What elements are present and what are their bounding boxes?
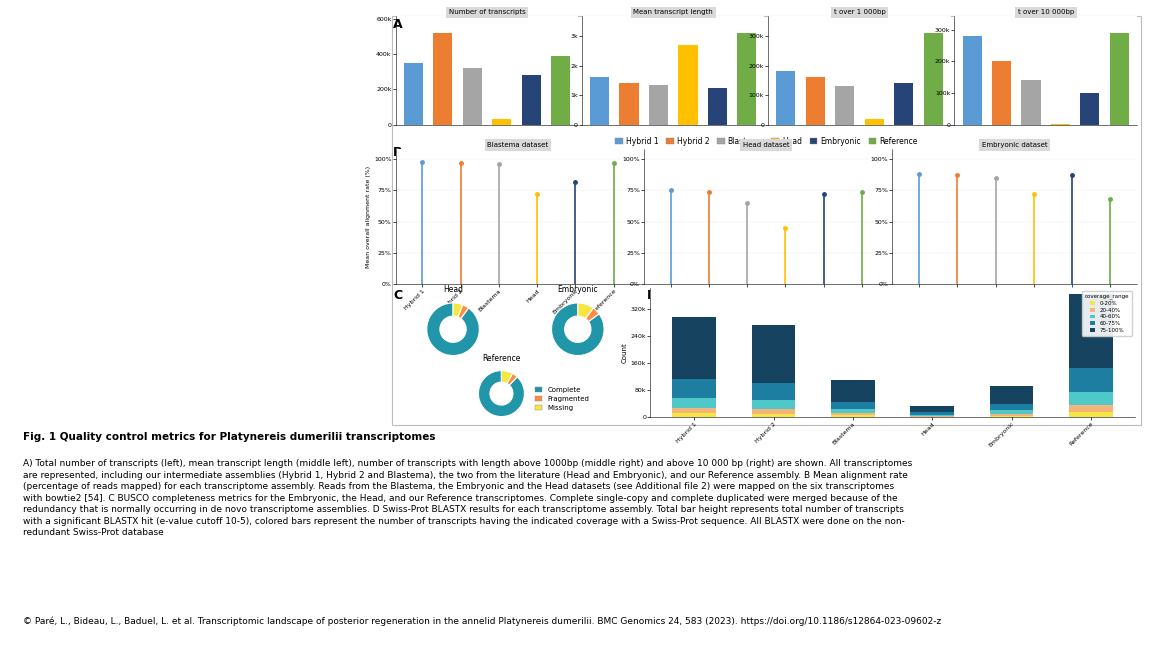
Bar bbox=[963, 36, 982, 125]
Bar bbox=[751, 384, 796, 400]
Bar bbox=[673, 413, 716, 417]
Bar bbox=[990, 404, 1033, 410]
Bar bbox=[751, 400, 796, 409]
Bar bbox=[992, 61, 1011, 125]
Title: t over 10 000bp: t over 10 000bp bbox=[1018, 9, 1074, 15]
Text: A: A bbox=[393, 18, 402, 31]
Bar bbox=[1069, 295, 1113, 368]
Bar bbox=[831, 402, 875, 409]
Title: Mean transcript length: Mean transcript length bbox=[633, 9, 713, 15]
Bar bbox=[551, 56, 570, 125]
Bar bbox=[1021, 80, 1040, 125]
Bar bbox=[990, 410, 1033, 414]
Y-axis label: Mean overall alignment rate (%): Mean overall alignment rate (%) bbox=[366, 165, 371, 268]
Bar bbox=[673, 398, 716, 408]
Title: Head dataset: Head dataset bbox=[743, 142, 790, 148]
Bar bbox=[679, 45, 697, 125]
Wedge shape bbox=[427, 303, 480, 355]
Wedge shape bbox=[453, 303, 462, 317]
Legend: 0-20%, 20-40%, 40-60%, 60-75%, 75-100%: 0-20%, 20-40%, 40-60%, 60-75%, 75-100% bbox=[1082, 291, 1133, 335]
Bar bbox=[835, 86, 854, 125]
Text: C: C bbox=[393, 289, 402, 302]
Title: Number of transcripts: Number of transcripts bbox=[448, 9, 525, 15]
Title: Embryonic: Embryonic bbox=[557, 285, 598, 294]
Bar bbox=[1069, 368, 1113, 391]
Wedge shape bbox=[551, 303, 604, 355]
Bar bbox=[404, 63, 422, 125]
Wedge shape bbox=[585, 308, 599, 322]
Bar bbox=[673, 317, 716, 380]
Legend: Complete, Fragmented, Missing: Complete, Fragmented, Missing bbox=[536, 387, 590, 411]
Bar bbox=[1069, 412, 1113, 417]
Bar bbox=[923, 33, 943, 125]
Bar bbox=[777, 71, 796, 125]
Wedge shape bbox=[479, 370, 524, 416]
Text: © Paré, L., Bideau, L., Baduel, L. et al. Transcriptomic landscape of posterior : © Paré, L., Bideau, L., Baduel, L. et al… bbox=[23, 616, 942, 625]
Bar bbox=[990, 414, 1033, 416]
Bar bbox=[831, 413, 875, 415]
Bar bbox=[806, 77, 825, 125]
Bar bbox=[751, 409, 796, 414]
Wedge shape bbox=[507, 374, 517, 386]
Legend: Hybrid 1, Hybrid 2, Blastema, Head, Embryonic, Reference: Hybrid 1, Hybrid 2, Blastema, Head, Embr… bbox=[615, 136, 917, 146]
Bar bbox=[831, 415, 875, 417]
Title: Blastema dataset: Blastema dataset bbox=[488, 142, 549, 148]
Bar bbox=[1110, 33, 1129, 125]
Text: Fig. 1 Quality control metrics for Platynereis dumerilii transcriptomes: Fig. 1 Quality control metrics for Platy… bbox=[23, 432, 436, 442]
Title: Embryonic dataset: Embryonic dataset bbox=[982, 142, 1047, 148]
Bar bbox=[673, 380, 716, 398]
Text: D: D bbox=[647, 289, 658, 302]
Bar bbox=[910, 406, 954, 412]
Bar bbox=[831, 409, 875, 413]
Bar bbox=[1069, 405, 1113, 412]
Bar bbox=[493, 119, 511, 125]
Bar bbox=[751, 414, 796, 417]
Bar bbox=[1080, 93, 1100, 125]
Text: B: B bbox=[393, 146, 402, 159]
Bar bbox=[708, 88, 727, 125]
Y-axis label: Count: Count bbox=[621, 342, 628, 363]
Bar bbox=[831, 380, 875, 402]
Bar bbox=[751, 324, 796, 384]
Bar bbox=[894, 83, 914, 125]
Bar bbox=[590, 77, 610, 125]
Bar bbox=[990, 416, 1033, 417]
Bar bbox=[910, 412, 954, 415]
Bar bbox=[865, 119, 883, 125]
Wedge shape bbox=[502, 370, 512, 384]
Bar bbox=[462, 69, 482, 125]
Bar bbox=[910, 415, 954, 416]
Bar bbox=[619, 83, 639, 125]
Bar bbox=[990, 386, 1033, 404]
Wedge shape bbox=[457, 305, 468, 318]
Text: A) Total number of transcripts (left), mean transcript length (middle left), num: A) Total number of transcripts (left), m… bbox=[23, 459, 913, 537]
Title: t over 1 000bp: t over 1 000bp bbox=[833, 9, 886, 15]
Bar bbox=[673, 408, 716, 413]
Title: Head: Head bbox=[443, 285, 463, 294]
Bar bbox=[1069, 391, 1113, 405]
Bar bbox=[649, 85, 668, 125]
Title: Reference: Reference bbox=[482, 354, 521, 362]
Wedge shape bbox=[578, 303, 593, 318]
Bar bbox=[433, 33, 453, 125]
Bar bbox=[737, 33, 756, 125]
Bar bbox=[522, 75, 541, 125]
